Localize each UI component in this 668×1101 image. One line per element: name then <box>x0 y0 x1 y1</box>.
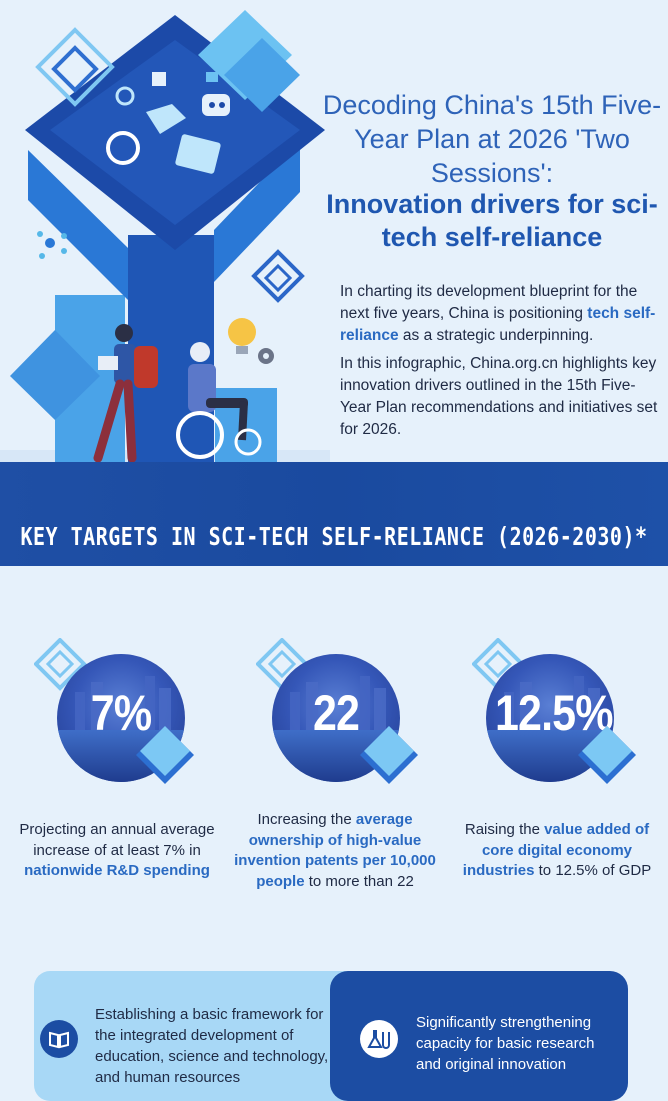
tech-tree-illustration <box>0 10 330 462</box>
lab-flask-icon <box>360 1020 398 1058</box>
intro-paragraph-1: In charting its development blueprint fo… <box>340 281 658 347</box>
section-banner <box>0 462 668 566</box>
intro-paragraph-2: In this infographic, China.org.cn highli… <box>340 355 658 438</box>
target-description: Increasing the average ownership of high… <box>234 811 436 890</box>
initiative-text-education: Establishing a basic framework for the i… <box>95 1006 329 1086</box>
initiative-text-research: Significantly strengthening capacity for… <box>416 1014 595 1073</box>
target-value: 7% <box>90 685 152 741</box>
target-card: 22 Increasing the average ownership of h… <box>222 630 444 890</box>
intro-highlight: tech self-reliance <box>340 305 656 344</box>
target-value: 12.5% <box>494 685 613 741</box>
intro-text: In charting its development blueprint fo… <box>340 283 638 322</box>
title-line-2: Innovation drivers for sci-tech self-rel… <box>326 189 658 252</box>
target-card: 7% Projecting an annual average increase… <box>0 630 222 890</box>
target-description: Raising the value added of core digital … <box>462 821 652 879</box>
diamond-icon <box>136 726 194 784</box>
title-line-1: Decoding China's 15th Five-Year Plan at … <box>322 90 662 188</box>
diamond-icon <box>578 726 636 784</box>
target-card: 12.5% Raising the value added of core di… <box>444 630 668 890</box>
target-description: Projecting an annual average increase of… <box>19 821 215 879</box>
section-banner-title: KEY TARGETS IN SCI-TECH SELF-RELIANCE (2… <box>20 521 648 551</box>
book-icon <box>40 1020 78 1058</box>
diamond-icon <box>360 726 418 784</box>
intro-text: as a strategic underpinning. <box>398 327 594 344</box>
hero-section: Decoding China's 15th Five-Year Plan at … <box>0 0 668 462</box>
initiative-card-education <box>34 971 364 1101</box>
target-value: 22 <box>312 685 360 741</box>
